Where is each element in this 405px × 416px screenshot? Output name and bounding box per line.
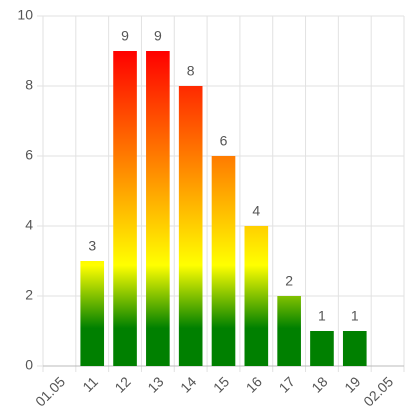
x-tick-label: 02.05 — [360, 373, 396, 409]
x-tick-label: 01.05 — [32, 373, 68, 409]
data-label: 9 — [154, 28, 162, 44]
y-tick-label: 2 — [25, 287, 33, 303]
data-label: 1 — [351, 308, 359, 324]
y-tick-label: 8 — [25, 77, 33, 93]
x-tick-label: 12 — [111, 373, 133, 395]
data-label: 2 — [285, 273, 293, 289]
x-tick-label: 11 — [79, 373, 101, 395]
data-label: 4 — [252, 203, 260, 219]
bar — [310, 331, 334, 366]
data-label: 1 — [318, 308, 326, 324]
data-label: 3 — [88, 238, 96, 254]
y-tick-label: 10 — [17, 7, 33, 23]
x-tick-label: 13 — [144, 373, 166, 395]
bar — [277, 296, 301, 366]
x-tick-label: 14 — [177, 373, 199, 395]
x-tick-label: 16 — [243, 373, 265, 395]
x-tick-label: 15 — [210, 373, 232, 395]
x-tick-label: 18 — [308, 373, 330, 395]
bar — [244, 226, 269, 366]
x-tick-label: 19 — [341, 373, 363, 395]
x-tick-label: 17 — [276, 373, 298, 395]
y-tick-label: 0 — [25, 357, 33, 373]
data-label: 9 — [121, 28, 129, 44]
bar — [113, 51, 137, 366]
bar — [342, 331, 367, 366]
bar — [80, 261, 105, 366]
bar — [178, 86, 203, 366]
bar — [211, 156, 236, 366]
y-tick-label: 6 — [25, 147, 33, 163]
data-label: 8 — [187, 63, 195, 79]
y-tick-label: 4 — [25, 217, 33, 233]
data-label: 6 — [220, 133, 228, 149]
bar — [146, 51, 170, 366]
